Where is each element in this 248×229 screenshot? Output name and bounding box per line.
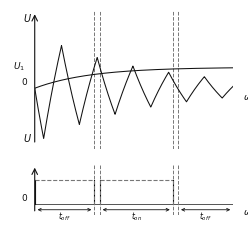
Text: $\omega t$: $\omega t$: [243, 205, 248, 216]
Text: U: U: [24, 134, 31, 144]
Text: U: U: [24, 14, 31, 24]
Text: $U_1$: $U_1$: [13, 61, 25, 74]
Text: $t_{off}$: $t_{off}$: [199, 210, 212, 223]
Text: $t_{off}$: $t_{off}$: [58, 210, 71, 223]
Text: $\omega t$: $\omega t$: [243, 91, 248, 102]
Text: 0: 0: [21, 78, 27, 87]
Text: $t_{on}$: $t_{on}$: [130, 210, 142, 223]
Text: 0: 0: [21, 194, 27, 203]
